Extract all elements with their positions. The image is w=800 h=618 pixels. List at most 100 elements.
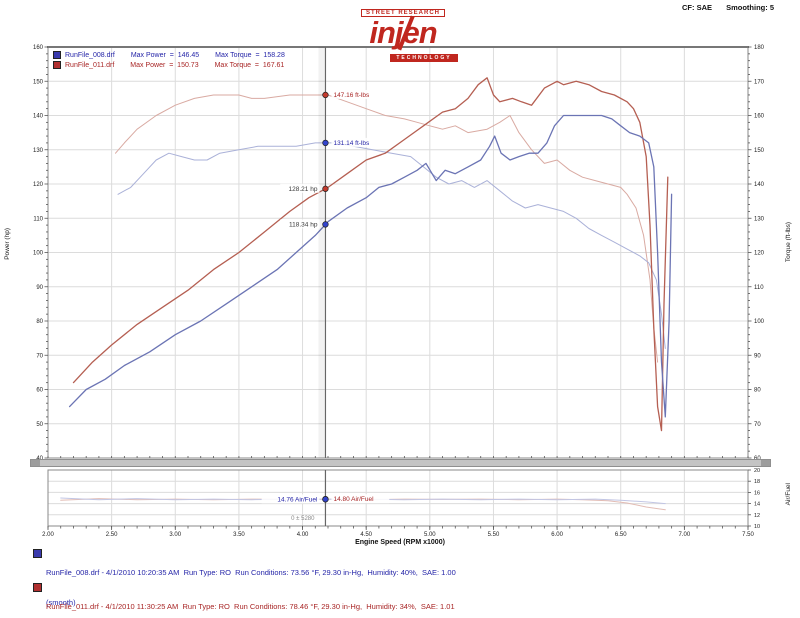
cursor-marker-dot xyxy=(322,221,329,228)
injen-logo: STREET RESEARCH injen TECHNOLOGY xyxy=(328,1,478,64)
curve-runfile-011-torque xyxy=(115,94,659,363)
run-swatch-blue xyxy=(33,549,42,558)
cursor-label-bg xyxy=(261,494,320,504)
axis-tick-labels: 1601501401301201101009080706050406070809… xyxy=(33,45,765,538)
chart-settings-header: CF: SAE Smoothing: 5 xyxy=(670,3,774,12)
svg-text:100: 100 xyxy=(33,251,44,257)
svg-text:10: 10 xyxy=(754,524,760,530)
logo-technology-text: TECHNOLOGY xyxy=(390,54,458,62)
svg-text:4.00: 4.00 xyxy=(297,532,309,538)
legend-file-power: RunFile_008.drf xyxy=(65,51,115,59)
curve-runfile-011-power xyxy=(72,77,669,432)
torque-axis-title: Torque (ft-lbs) xyxy=(785,222,792,263)
cursor-label-bg xyxy=(280,219,320,229)
svg-text:110: 110 xyxy=(754,285,764,291)
cursor-label-bg xyxy=(331,137,386,147)
svg-text:100: 100 xyxy=(754,319,765,325)
dyno-chart-canvas: 1601501401301201101009080706050406070809… xyxy=(33,45,765,538)
legend-run-011[interactable]: RunFile_011.drf Max Power = 150.73 Max T… xyxy=(53,60,285,70)
svg-text:70: 70 xyxy=(754,422,761,428)
run-details-008: RunFile_008.drf - 4/1/2010 10:20:35 AM R… xyxy=(33,548,768,618)
splitter-end-cap xyxy=(761,460,770,466)
dyno-curves xyxy=(60,77,673,511)
svg-text:6.50: 6.50 xyxy=(615,532,627,538)
svg-text:110: 110 xyxy=(33,216,43,222)
svg-text:50: 50 xyxy=(36,422,43,428)
svg-text:16: 16 xyxy=(754,490,760,496)
logo-street-research-text: STREET RESEARCH xyxy=(360,9,445,17)
cursor-value-label: 131.14 ft-lbs xyxy=(333,140,370,147)
svg-text:140: 140 xyxy=(754,182,765,188)
cursor-marker-dot xyxy=(322,91,329,99)
legend-max-torque: Max Torque = 167.61 xyxy=(214,61,285,69)
svg-text:3.50: 3.50 xyxy=(233,532,245,538)
svg-text:6.00: 6.00 xyxy=(551,532,563,538)
svg-text:60: 60 xyxy=(36,388,43,394)
gridlines xyxy=(48,47,748,526)
svg-text:120: 120 xyxy=(33,182,44,188)
svg-text:140: 140 xyxy=(33,114,44,120)
cursor-label-bg xyxy=(331,89,386,99)
run-details-011: RunFile_011.drf - 4/1/2010 11:30:25 AM R… xyxy=(33,582,768,618)
correction-factor-label: CF: SAE xyxy=(681,3,712,12)
cursor-value-label: 128.21 hp xyxy=(289,186,318,193)
svg-text:160: 160 xyxy=(33,45,44,51)
legend-max-torque: Max Torque = 158.28 xyxy=(215,51,285,59)
svg-text:3.00: 3.00 xyxy=(169,532,181,538)
cursor-marker-dot xyxy=(322,139,329,147)
svg-text:80: 80 xyxy=(36,319,43,325)
svg-text:18: 18 xyxy=(754,479,760,485)
svg-text:120: 120 xyxy=(754,251,765,257)
svg-text:4.50: 4.50 xyxy=(360,532,372,538)
svg-text:90: 90 xyxy=(36,285,43,291)
curve-runfile-008-power xyxy=(68,114,673,418)
cursor-value-label: 14.76 Air/Fuel xyxy=(277,496,318,503)
run-info-line: RunFile_008.drf - 4/1/2010 10:20:35 AM R… xyxy=(46,568,456,577)
run-info-smooth: (smooth) xyxy=(46,598,76,607)
curve-runfile-008-torque xyxy=(117,142,666,349)
svg-text:2.50: 2.50 xyxy=(106,532,118,538)
airfuel-axis-title: Air/Fuel xyxy=(785,483,792,506)
svg-text:150: 150 xyxy=(33,79,44,85)
svg-text:90: 90 xyxy=(754,353,761,359)
cursor-label-bg xyxy=(280,183,320,193)
axis-ticks xyxy=(44,46,752,530)
legend-file-power: RunFile_011.drf xyxy=(65,61,115,69)
svg-text:5.50: 5.50 xyxy=(488,532,500,538)
svg-text:130: 130 xyxy=(33,148,44,154)
smoothing-label: Smoothing: 5 xyxy=(726,3,774,12)
legend-swatch-red xyxy=(53,61,61,69)
svg-text:20: 20 xyxy=(754,468,760,474)
cursor-marker-dot xyxy=(322,496,329,503)
svg-text:5.00: 5.00 xyxy=(424,532,436,538)
legend-run-008[interactable]: RunFile_008.drf Max Power = 146.45 Max T… xyxy=(53,50,285,60)
svg-text:12: 12 xyxy=(754,513,760,519)
run-legend: RunFile_008.drf Max Power = 146.45 Max T… xyxy=(53,50,285,70)
svg-text:14: 14 xyxy=(754,502,760,508)
svg-text:70: 70 xyxy=(36,353,43,359)
af-cursor-note: 0 ± 5280 xyxy=(291,516,315,522)
logo-injen-wordmark: injen xyxy=(328,15,478,51)
svg-text:180: 180 xyxy=(754,45,765,51)
cursor-value-label: 118.34 hp xyxy=(289,221,318,228)
curve-runfile-011-air-fuel xyxy=(60,498,666,511)
svg-text:170: 170 xyxy=(754,79,765,85)
svg-text:80: 80 xyxy=(754,388,761,394)
legend-max-power: Max Power = 146.45 xyxy=(130,51,200,59)
svg-text:160: 160 xyxy=(754,114,765,120)
power-axis-title: Power (hp) xyxy=(4,228,11,260)
svg-text:150: 150 xyxy=(754,148,765,154)
legend-swatch-blue xyxy=(53,51,61,59)
run-info-line: RunFile_011.drf - 4/1/2010 11:30:25 AM R… xyxy=(46,602,455,611)
svg-text:7.00: 7.00 xyxy=(679,532,691,538)
cursor-marker-dot xyxy=(322,185,329,192)
x-axis-title: Engine Speed (RPM x1000) xyxy=(355,539,445,546)
svg-text:7.50: 7.50 xyxy=(742,532,754,538)
cursor-label-bg xyxy=(331,494,390,504)
run-swatch-red xyxy=(33,583,42,592)
svg-text:130: 130 xyxy=(754,216,765,222)
legend-max-power: Max Power = 150.73 xyxy=(130,61,199,69)
cursor-shadow xyxy=(318,47,325,458)
panel-splitter-handle[interactable] xyxy=(30,459,771,467)
